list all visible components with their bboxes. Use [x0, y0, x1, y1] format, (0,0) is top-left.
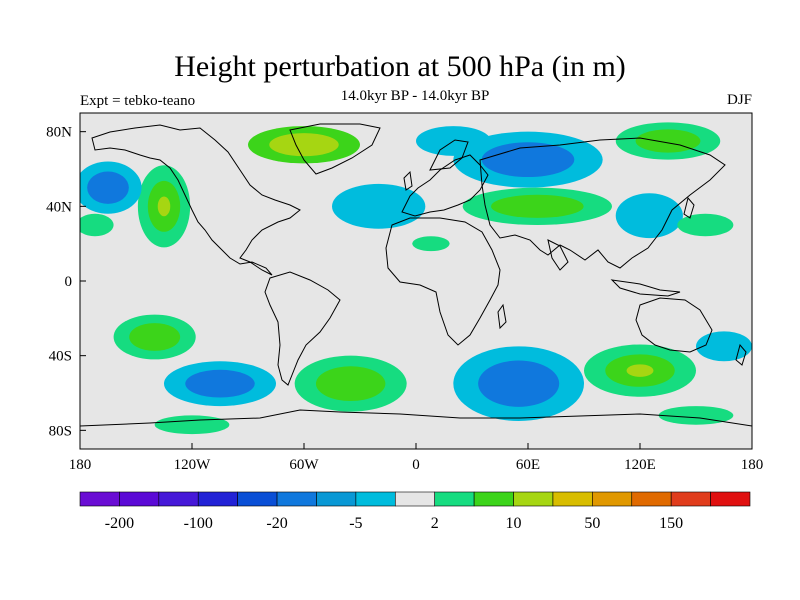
- anomaly-north-africa: [412, 236, 450, 252]
- colorbar-swatch: [355, 491, 396, 507]
- colorbar-label: -100: [184, 515, 213, 532]
- colorbar-swatch: [276, 491, 317, 507]
- colorbar-swatch: [394, 491, 436, 507]
- colorbar-swatch: [710, 491, 751, 507]
- colorbar-label: 50: [584, 515, 600, 532]
- colorbar-label: 150: [659, 515, 683, 532]
- anomaly-layer: [80, 122, 752, 435]
- colorbar-swatch: [79, 491, 120, 507]
- anomaly-south-indian: [453, 346, 584, 421]
- colorbar-label: 10: [506, 515, 522, 532]
- coastline-europe: [401, 154, 489, 217]
- anomaly-north-pacific-east: [80, 213, 114, 237]
- anomaly-japan: [615, 193, 683, 239]
- anomaly-tasman-level-neg5: [696, 331, 752, 362]
- anomaly-antarctic-east: [658, 406, 734, 425]
- coastline-madagascar: [497, 303, 507, 330]
- lon-label: 0: [412, 457, 420, 473]
- lat-label: 80N: [46, 125, 72, 141]
- anomaly-east-siberian-sea: [615, 122, 721, 160]
- axis-labels: 80N 40N 0 40S 80S 180 120W 60W 0 60E 120E 180: [46, 125, 763, 473]
- anomaly-greenland: [248, 126, 360, 164]
- colorbar-swatch: [473, 491, 514, 507]
- coastline-uk: [403, 170, 413, 191]
- colorbar-label: -5: [349, 515, 362, 532]
- colorbar-swatch: [237, 491, 278, 507]
- anomaly-alaska-level-50: [157, 196, 171, 217]
- lon-label: 180: [69, 457, 92, 473]
- anomaly-siberia-level-neg20: [481, 142, 575, 178]
- colorbar-swatch: [316, 491, 357, 507]
- anomaly-north-pacific-west: [80, 161, 142, 214]
- anomaly-greenland-level-50: [269, 133, 339, 157]
- anomaly-antarctic-west-level-2: [154, 415, 230, 435]
- anomaly-north-pacific-east-level-2: [80, 213, 114, 237]
- colorbar: -200 -100 -20 -5 2 10 50 150: [79, 491, 751, 532]
- lon-label: 180: [741, 457, 764, 473]
- colorbar-swatch: [552, 491, 593, 507]
- lon-label: 60E: [516, 457, 540, 473]
- lat-label: 0: [65, 274, 73, 290]
- anomaly-north-pacific-far-east: [677, 213, 734, 237]
- anomaly-south-pacific-west: [113, 314, 196, 360]
- anomaly-east-siberian-sea-level-10: [635, 129, 701, 153]
- colorbar-swatch: [670, 491, 711, 507]
- coastline-japan: [683, 196, 695, 219]
- coastline-indonesia: [610, 279, 681, 297]
- anomaly-north-pacific-far-east-level-2: [677, 213, 734, 237]
- anomaly-south-pacific-mid: [164, 361, 276, 407]
- colorbar-label: -20: [266, 515, 287, 532]
- lat-label: 40S: [49, 349, 72, 365]
- coastline-south-america: [264, 271, 341, 386]
- coastline-asia: [479, 137, 726, 269]
- coastline-australia: [635, 297, 713, 353]
- anomaly-south-atlantic-level-10: [315, 366, 386, 402]
- coastline-antarctica: [80, 409, 752, 427]
- anomaly-antarctic-east-level-2: [658, 406, 734, 425]
- anomaly-japan-level-neg5: [615, 193, 683, 239]
- coastline-north-america: [91, 124, 301, 276]
- lon-label: 120W: [174, 457, 212, 473]
- lat-label: 40N: [46, 199, 72, 215]
- colorbar-label: -200: [105, 515, 134, 532]
- lon-label: 60W: [289, 457, 319, 473]
- anomaly-north-atlantic: [332, 183, 426, 229]
- colorbar-swatch: [592, 491, 633, 507]
- coastline-greenland: [289, 123, 381, 175]
- season-label: DJF: [726, 92, 752, 108]
- anomaly-south-pacific-mid-level-neg20: [185, 369, 255, 398]
- colorbar-swatch: [631, 491, 672, 507]
- anomaly-tasman: [696, 331, 752, 362]
- colorbar-label: 2: [431, 515, 439, 532]
- anomaly-north-atlantic-level-neg5: [332, 183, 426, 229]
- anomaly-north-africa-level-2: [412, 236, 450, 252]
- anomaly-alaska: [137, 165, 191, 248]
- anomaly-central-asia: [462, 187, 612, 225]
- coastline-new-zealand: [735, 343, 747, 366]
- colorbar-swatch: [197, 491, 238, 507]
- experiment-label: Expt = tebko-teano: [80, 93, 196, 109]
- anomaly-north-pacific-west-level-neg20: [87, 171, 129, 204]
- coastline-india: [547, 239, 569, 271]
- colorbar-swatch: [119, 491, 160, 507]
- colorbar-swatch: [434, 491, 475, 507]
- chart-title: Height perturbation at 500 hPa (in m): [174, 50, 626, 83]
- anomaly-siberia: [453, 131, 603, 188]
- anomaly-antarctic-west: [154, 415, 230, 435]
- lat-label: 80S: [49, 423, 72, 439]
- lon-label: 120E: [624, 457, 656, 473]
- coastline-africa: [385, 217, 501, 346]
- anomaly-south-atlantic: [294, 355, 407, 412]
- coastline-layer: [80, 123, 752, 427]
- anomaly-central-asia-level-10: [491, 194, 584, 218]
- anomaly-south-indian-level-neg20: [478, 360, 560, 407]
- colorbar-swatch: [158, 491, 199, 507]
- chart-subtitle: 14.0kyr BP - 14.0kyr BP: [340, 88, 490, 104]
- coastline-scandinavia: [429, 139, 469, 171]
- anomaly-south-pacific-west-level-10: [129, 323, 181, 351]
- anomaly-australia-south-level-50: [626, 364, 654, 377]
- colorbar-swatch: [513, 491, 554, 507]
- anomaly-australia-south: [584, 344, 696, 397]
